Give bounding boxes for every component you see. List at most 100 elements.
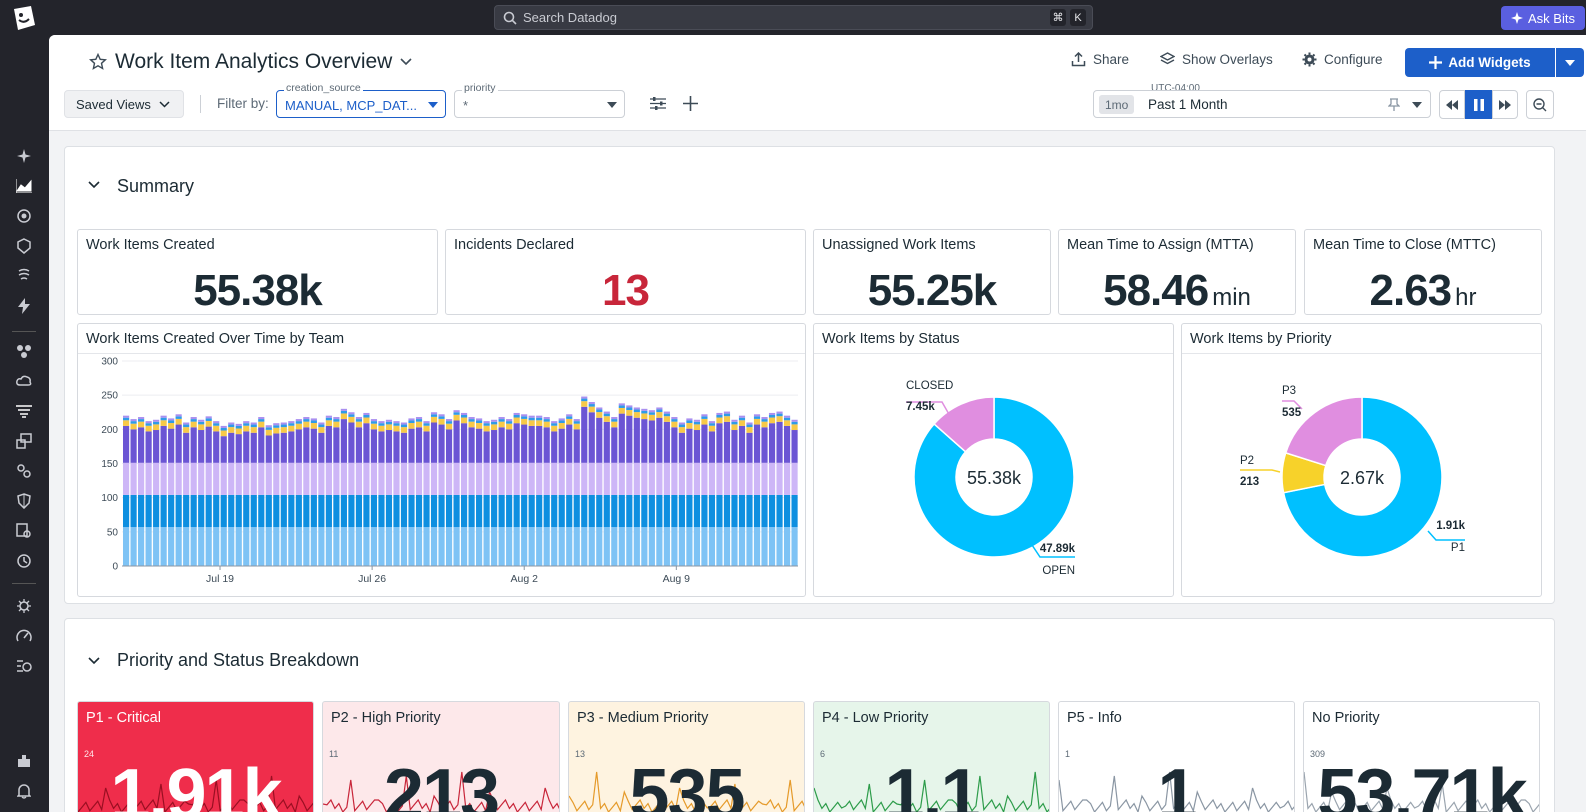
priority-card[interactable]: P3 - Medium Priority 13 535 <box>568 701 805 812</box>
filter-settings-icon[interactable] <box>650 96 666 116</box>
sidebar-integrations-icon[interactable] <box>14 751 34 771</box>
share-button[interactable]: Share <box>1071 52 1129 67</box>
creation-source-filter[interactable]: creation_source MANUAL, MCP_DAT... <box>276 82 446 118</box>
time-range-selector[interactable]: 1mo Past 1 Month <box>1093 90 1431 118</box>
priority-card[interactable]: P4 - Low Priority 6 1.1 <box>813 701 1050 812</box>
show-overlays-button[interactable]: Show Overlays <box>1160 52 1273 67</box>
bar-segment <box>235 428 242 435</box>
sidebar-cloud-icon[interactable] <box>14 371 34 391</box>
bar-segment <box>671 494 678 528</box>
sidebar-watchdog-icon[interactable] <box>14 206 34 226</box>
sidebar-bug-icon[interactable] <box>14 596 34 616</box>
sparkline-path <box>1304 771 1539 812</box>
bar-segment <box>656 409 663 413</box>
priority-card[interactable]: P1 - Critical 24 1.91k <box>77 701 314 812</box>
stacked-bar-chart[interactable]: 0 50 100 150 200 250 300 Jul 19 Jul 26 Aug 2 Aug 9 <box>78 354 805 596</box>
kpi-mttc[interactable]: Mean Time to Close (MTTC) 2.63 hr <box>1304 229 1542 315</box>
kpi-unassigned-work-items[interactable]: Unassigned Work Items 55.25k <box>813 229 1051 315</box>
bar-segment <box>408 462 415 495</box>
bar-segment <box>430 414 438 417</box>
bar-segment <box>160 494 167 528</box>
ask-bits-button[interactable]: Ask Bits <box>1501 6 1585 30</box>
collapse-chevron-icon[interactable] <box>88 181 100 189</box>
bar-segment <box>693 527 701 566</box>
add-widgets-dropdown[interactable] <box>1556 48 1584 77</box>
sidebar-gauge-icon[interactable] <box>14 626 34 646</box>
sidebar-synthetics-icon[interactable] <box>14 461 34 481</box>
work-items-over-time-widget[interactable]: Work Items Created Over Time by Team 0 50… <box>77 323 806 597</box>
bar-segment <box>295 494 302 528</box>
sidebar-bits-icon[interactable] <box>14 146 34 166</box>
chevron-down-icon <box>159 100 170 108</box>
bar-segment <box>355 421 363 428</box>
datadog-logo-icon[interactable] <box>9 3 39 33</box>
bar-segment <box>536 415 543 418</box>
sidebar-infrastructure-icon[interactable] <box>14 341 34 361</box>
rewind-button[interactable] <box>1439 90 1465 119</box>
priority-donut-chart[interactable]: 2.67k 1.91k P1 213 P2 535 P3 <box>1182 354 1541 596</box>
sidebar-shield-icon[interactable] <box>14 491 34 511</box>
kpi-mtta[interactable]: Mean Time to Assign (MTTA) 58.46 min <box>1058 229 1296 315</box>
status-donut-chart[interactable]: 55.38k 47.89k OPEN 7.45k CLOSED <box>814 354 1173 596</box>
sparkline-max-label: 309 <box>1310 749 1326 759</box>
add-filter-icon[interactable] <box>683 96 698 116</box>
priority-card[interactable]: P5 - Info 1 1 <box>1058 701 1295 812</box>
kpi-incidents-declared[interactable]: Incidents Declared 13 <box>445 229 806 315</box>
sidebar-slo-icon[interactable] <box>14 551 34 571</box>
bar-segment <box>288 421 295 424</box>
work-items-by-status-widget[interactable]: Work Items by Status 55.38k 47.89k OPEN 7.4… <box>813 323 1174 597</box>
priority-count-value: 1.1 <box>884 755 980 812</box>
bar-segment <box>408 527 415 566</box>
sidebar-events-icon[interactable] <box>14 296 34 316</box>
bar-segment <box>303 527 310 566</box>
bar-segment <box>663 527 670 566</box>
bar-segment <box>573 462 580 495</box>
sidebar-dashboards-icon[interactable] <box>14 176 34 196</box>
bar-segment <box>340 410 347 414</box>
priority-filter[interactable]: priority * <box>454 82 625 118</box>
add-widgets-button[interactable]: Add Widgets <box>1405 48 1555 77</box>
search-bar[interactable]: Search Datadog ⌘ K <box>494 5 1093 30</box>
bar-segment <box>280 424 287 428</box>
bar-segment <box>445 421 453 424</box>
zoom-out-button[interactable] <box>1526 90 1554 119</box>
work-items-by-priority-widget[interactable]: Work Items by Priority 2.67k 1.91k P1 213 P2… <box>1181 323 1542 597</box>
priority-card[interactable]: P2 - High Priority 11 213 <box>322 701 560 812</box>
sidebar-notifications-icon[interactable] <box>14 781 34 801</box>
bar-segment <box>213 425 220 432</box>
caret-down-icon <box>428 102 438 108</box>
sidebar-apm-icon[interactable] <box>14 431 34 451</box>
star-icon[interactable] <box>89 53 107 71</box>
sidebar-notebook-icon[interactable] <box>14 521 34 541</box>
fast-forward-button[interactable] <box>1492 90 1518 119</box>
priority-card[interactable]: No Priority 309 53.71k <box>1303 701 1540 812</box>
bar-segment <box>243 431 250 463</box>
sidebar-incidents-icon[interactable] <box>14 656 34 676</box>
bar-segment <box>686 428 693 463</box>
bar-segment <box>626 462 633 495</box>
pin-icon[interactable] <box>1388 98 1400 111</box>
bar-segment <box>423 494 430 528</box>
sidebar-logs-icon[interactable] <box>14 401 34 421</box>
kpi-work-items-created[interactable]: Work Items Created 55.38k <box>77 229 438 315</box>
donut-slice <box>933 396 995 453</box>
saved-views-dropdown[interactable]: Saved Views <box>64 90 184 118</box>
bar-segment <box>551 425 558 432</box>
pause-button[interactable] <box>1465 90 1492 119</box>
bar-segment <box>731 424 738 431</box>
title-chevron-down-icon[interactable] <box>400 58 412 66</box>
x-tick-label: Aug 2 <box>510 573 538 585</box>
bar-segment <box>138 417 145 420</box>
sidebar-security-icon[interactable] <box>14 236 34 256</box>
bar-segment <box>476 420 483 424</box>
zoom-out-icon <box>1533 97 1547 111</box>
bar-segment <box>318 494 325 528</box>
configure-button[interactable]: Configure <box>1302 52 1383 67</box>
bar-segment <box>543 419 550 422</box>
bar-segment <box>648 420 655 463</box>
collapse-chevron-icon[interactable] <box>88 657 100 665</box>
bar-segment <box>423 425 430 432</box>
x-tick-label: Aug 9 <box>663 573 691 585</box>
bar-segment <box>228 427 235 433</box>
sidebar-rum-icon[interactable] <box>14 266 34 286</box>
